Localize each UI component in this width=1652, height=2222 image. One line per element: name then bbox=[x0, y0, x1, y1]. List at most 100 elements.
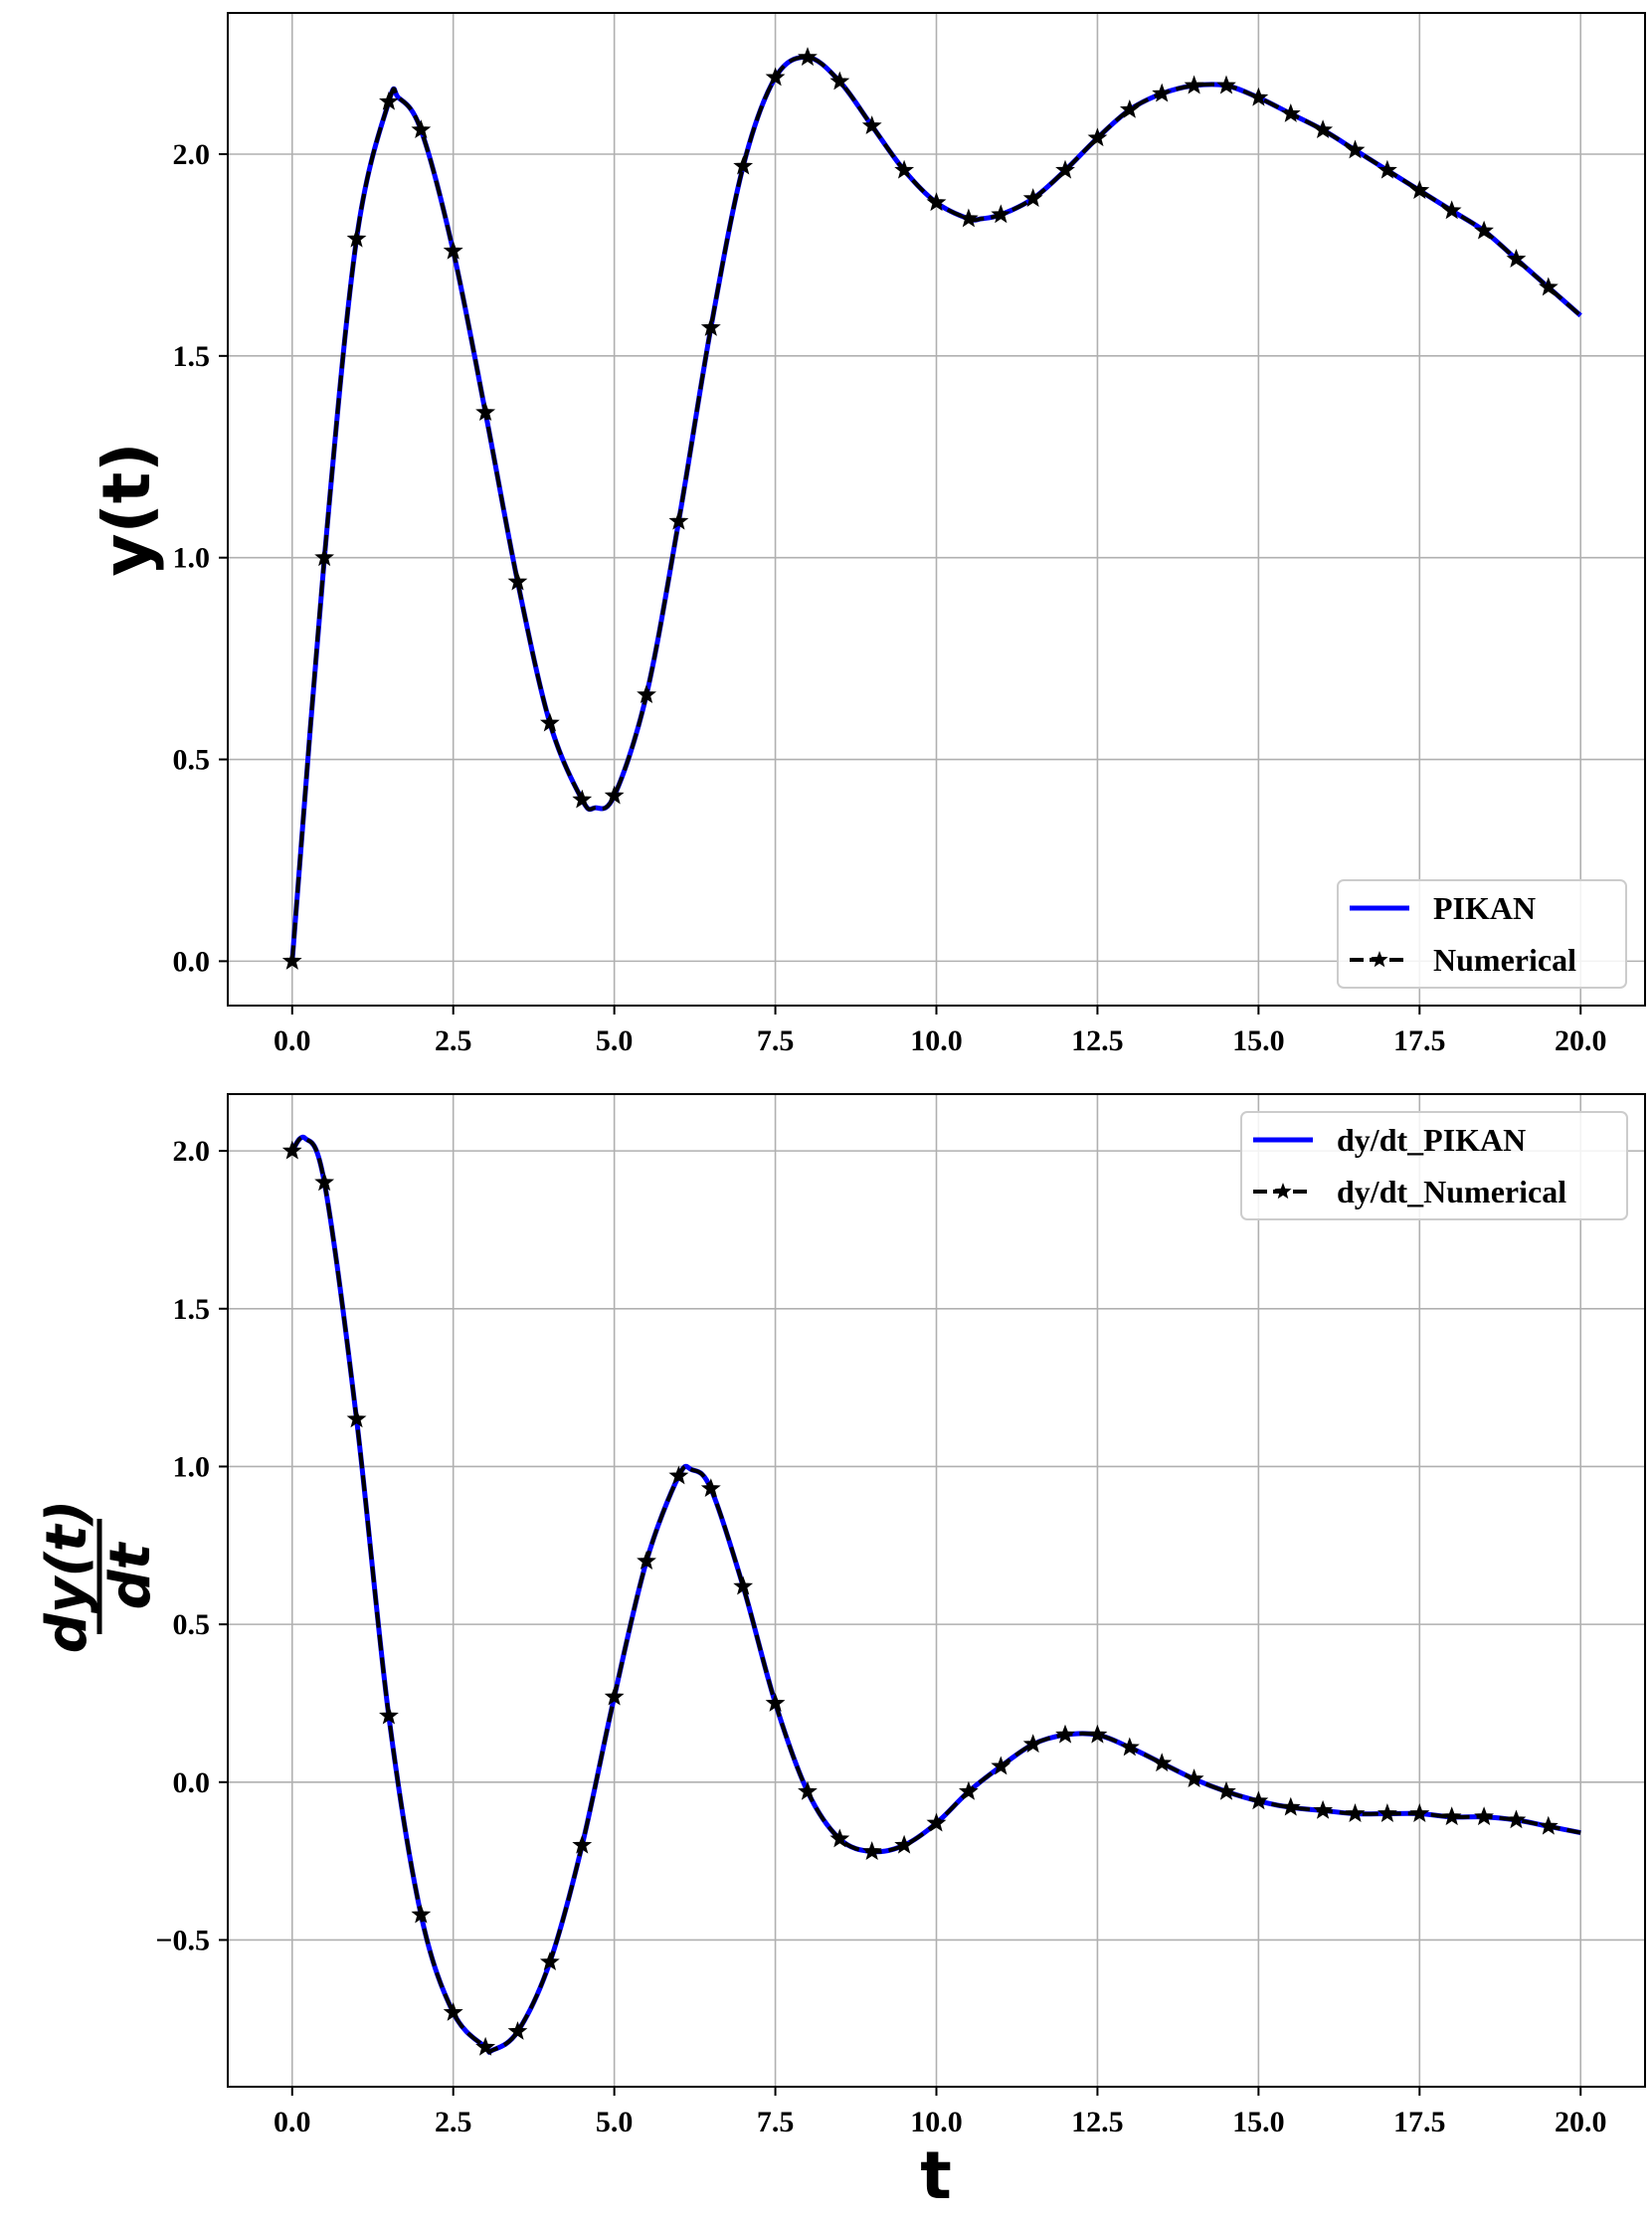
x-tick-label: 17.5 bbox=[1393, 1024, 1446, 1057]
data-point bbox=[765, 1692, 786, 1712]
data-point bbox=[604, 785, 625, 805]
data-point bbox=[1280, 102, 1301, 122]
data-point bbox=[1055, 159, 1075, 179]
legend-marker bbox=[1274, 1183, 1292, 1200]
data-point bbox=[1280, 1796, 1301, 1816]
data-point bbox=[1377, 1803, 1397, 1822]
data-point bbox=[1184, 75, 1204, 94]
y-tick-label: 0.0 bbox=[173, 945, 211, 978]
y-axis-label-numerator: dy(t) bbox=[35, 1500, 99, 1654]
legend-box bbox=[1240, 1111, 1628, 1220]
legend-label: Numerical bbox=[1433, 942, 1576, 978]
data-point bbox=[1345, 1803, 1366, 1822]
data-point bbox=[314, 1172, 335, 1192]
data-point bbox=[475, 402, 496, 422]
x-tick-label: 7.5 bbox=[757, 2106, 795, 2138]
y-tick-label: 2.0 bbox=[173, 138, 211, 171]
data-point bbox=[1119, 1737, 1140, 1757]
data-point bbox=[1313, 119, 1334, 139]
legend-label: dy/dt_Numerical bbox=[1337, 1174, 1566, 1209]
y-tick-label: 1.5 bbox=[173, 340, 211, 373]
data-point bbox=[1055, 1724, 1075, 1744]
data-point bbox=[829, 71, 850, 91]
data-point bbox=[861, 1841, 882, 1861]
x-tick-label: 15.0 bbox=[1232, 1024, 1285, 1057]
legend-box bbox=[1337, 879, 1627, 989]
legend: PIKAN Numerical bbox=[1337, 879, 1627, 989]
series-line-0-b bbox=[289, 55, 1582, 962]
data-point bbox=[1216, 1780, 1236, 1800]
y-tick-label: 2.0 bbox=[173, 1135, 211, 1168]
y-tick-label: 0.0 bbox=[173, 1766, 211, 1799]
legend-label: dy/dt_PIKAN bbox=[1337, 1122, 1526, 1158]
x-tick-label: 12.5 bbox=[1071, 1024, 1124, 1057]
series-markers bbox=[281, 1140, 1559, 2056]
data-point bbox=[346, 1408, 367, 1428]
data-point bbox=[314, 547, 335, 567]
x-tick-label: 7.5 bbox=[757, 1024, 795, 1057]
legend-marker bbox=[1371, 951, 1388, 968]
x-tick-label: 20.0 bbox=[1555, 1024, 1607, 1057]
grid bbox=[228, 1094, 1645, 2087]
x-tick-label: 15.0 bbox=[1232, 2106, 1285, 2138]
data-point bbox=[1409, 180, 1430, 199]
data-point bbox=[411, 119, 432, 139]
data-point bbox=[1409, 1803, 1430, 1822]
data-point bbox=[1087, 127, 1108, 147]
data-point bbox=[894, 159, 915, 179]
series-markers bbox=[281, 47, 1559, 970]
x-tick-label: 0.0 bbox=[274, 2106, 311, 2138]
y-tick-label: 1.5 bbox=[173, 1293, 211, 1326]
data-point bbox=[991, 1756, 1011, 1775]
y-tick-label: 1.0 bbox=[173, 1450, 211, 1483]
data-point bbox=[894, 1834, 915, 1854]
data-point bbox=[700, 1478, 721, 1498]
data-point bbox=[1474, 220, 1494, 240]
plot-frame bbox=[227, 12, 1646, 1007]
y-axis-label-denominator: dt bbox=[98, 1541, 163, 1609]
data-point bbox=[1313, 1799, 1334, 1819]
data-point bbox=[1248, 87, 1269, 106]
data-point bbox=[958, 208, 979, 228]
data-point bbox=[507, 571, 528, 591]
data-point bbox=[1022, 188, 1043, 208]
plot-y-of-t: 0.0 2.5 5.0 7.5 10.0 12.5 15.0 17.5 20.0 0.0 0.5 1.… bbox=[89, 12, 1646, 1057]
data-point bbox=[1474, 1806, 1494, 1826]
data-point bbox=[861, 115, 882, 135]
data-point bbox=[539, 1951, 560, 1971]
data-point bbox=[1506, 1809, 1527, 1829]
data-point bbox=[1377, 159, 1397, 179]
data-point bbox=[798, 1780, 818, 1800]
data-point bbox=[668, 510, 689, 530]
data-point bbox=[958, 1780, 979, 1800]
data-point bbox=[1152, 1753, 1173, 1772]
data-point bbox=[1119, 98, 1140, 118]
tick-labels: 0.0 2.5 5.0 7.5 10.0 12.5 15.0 17.5 20.0 −0.5 0.0 0… bbox=[155, 1135, 1606, 2138]
data-point bbox=[765, 67, 786, 87]
data-point bbox=[733, 1575, 754, 1595]
data-point bbox=[1538, 277, 1559, 296]
data-point bbox=[1441, 200, 1462, 220]
data-point bbox=[668, 1465, 689, 1485]
x-tick-label: 17.5 bbox=[1393, 2106, 1446, 2138]
data-point bbox=[798, 47, 818, 67]
y-tick-label: 1.0 bbox=[173, 542, 211, 575]
data-point bbox=[443, 240, 463, 260]
data-point bbox=[346, 228, 367, 248]
plot-frame bbox=[227, 1093, 1646, 2088]
data-point bbox=[1022, 1734, 1043, 1754]
data-point bbox=[733, 155, 754, 175]
x-tick-label: 0.0 bbox=[274, 1024, 311, 1057]
data-point bbox=[926, 1812, 947, 1832]
y-axis-label: dy(t) dt bbox=[35, 1500, 163, 1654]
data-point bbox=[637, 684, 656, 704]
x-tick-label: 10.0 bbox=[910, 2106, 963, 2138]
data-point bbox=[1345, 139, 1366, 159]
y-tick-label: 0.5 bbox=[173, 744, 211, 777]
data-point bbox=[1152, 83, 1173, 102]
data-point bbox=[700, 316, 721, 336]
data-point bbox=[379, 91, 399, 110]
y-tick-label: 0.5 bbox=[173, 1608, 211, 1641]
data-point bbox=[507, 2021, 528, 2040]
